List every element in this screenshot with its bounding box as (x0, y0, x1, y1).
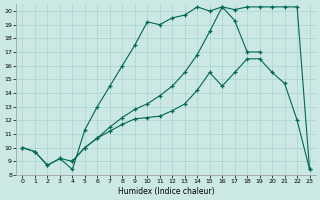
X-axis label: Humidex (Indice chaleur): Humidex (Indice chaleur) (118, 187, 214, 196)
